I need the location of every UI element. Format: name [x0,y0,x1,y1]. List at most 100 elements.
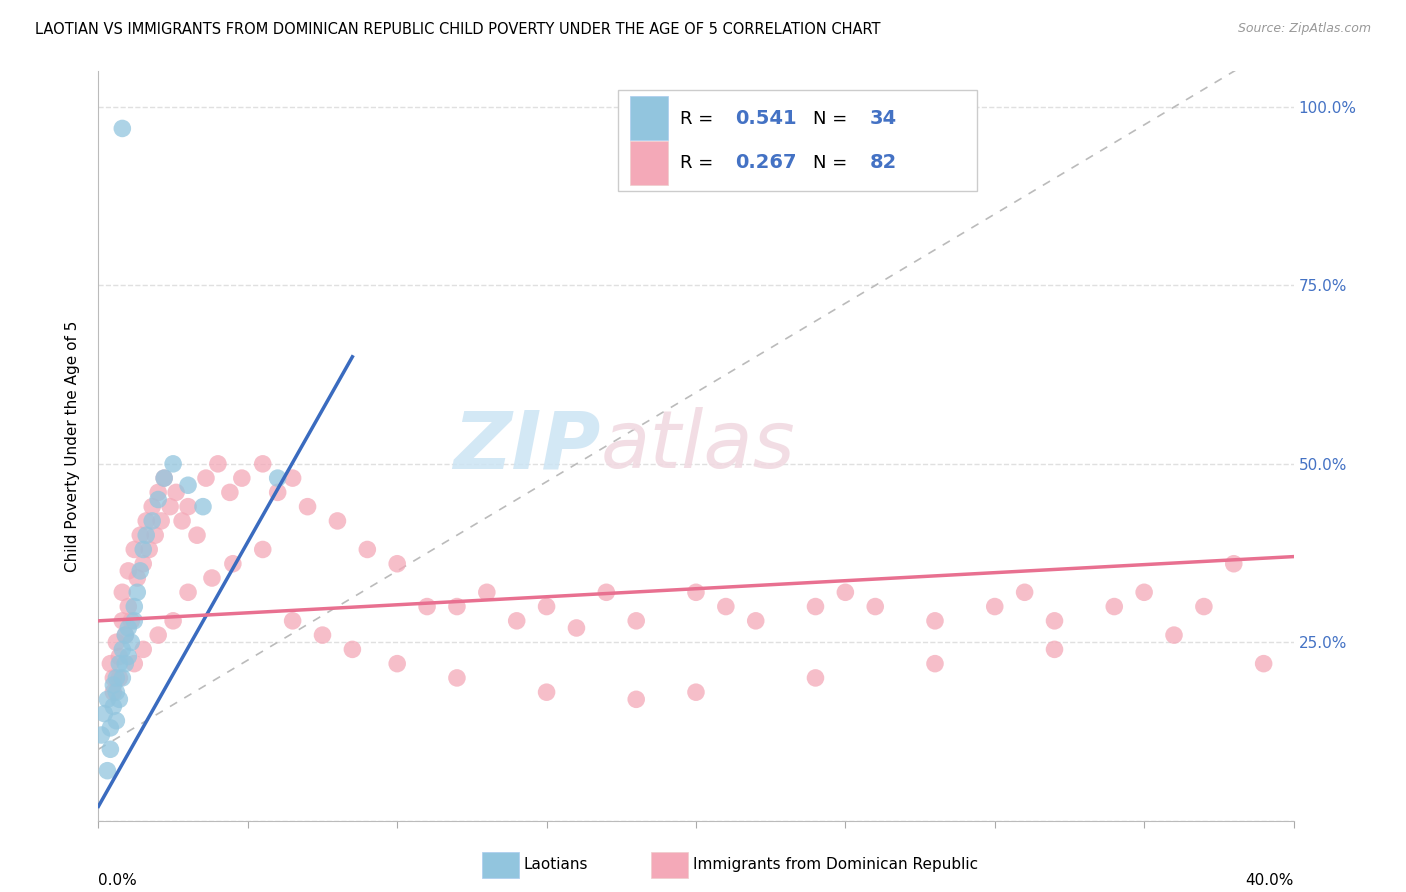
Point [536,599,558,614]
Point [117,621,139,635]
Point [111,585,134,599]
Point [326,514,349,528]
Point [685,585,707,599]
Point [108,671,131,685]
Point [1014,585,1036,599]
Point [108,657,131,671]
Point [162,457,184,471]
Text: N =: N = [813,110,853,128]
Point [105,685,128,699]
Text: R =: R = [681,110,720,128]
Point [356,542,378,557]
Text: ZIP: ZIP [453,407,600,485]
Point [1223,557,1246,571]
Point [311,628,333,642]
Point [117,564,139,578]
Text: 0.541: 0.541 [735,109,797,128]
Point [103,685,125,699]
Point [124,542,146,557]
Text: 40.0%: 40.0% [1246,873,1294,888]
Point [159,500,181,514]
Point [135,528,157,542]
Point [150,514,173,528]
Point [984,599,1007,614]
Point [129,528,152,542]
Point [153,471,176,485]
Text: R =: R = [681,153,720,172]
Point [132,542,155,557]
Point [114,628,136,642]
Point [141,514,163,528]
Point [924,657,946,671]
Point [446,599,468,614]
Point [219,485,242,500]
Point [281,471,304,485]
Point [103,678,125,692]
Point [124,614,146,628]
Point [111,614,134,628]
Text: 34: 34 [869,109,897,128]
Point [506,614,529,628]
Point [1043,642,1066,657]
Point [201,571,224,585]
Point [96,764,118,778]
Point [1163,628,1185,642]
Point [98,657,122,671]
Point [103,699,125,714]
Point [186,528,208,542]
Point [111,121,134,136]
Point [98,742,122,756]
Point [141,500,163,514]
Point [117,649,139,664]
Point [1104,599,1126,614]
Point [177,478,200,492]
Point [252,542,274,557]
Point [105,714,128,728]
Point [124,599,146,614]
Point [924,614,946,628]
Point [148,492,170,507]
Point [207,457,229,471]
Point [804,599,827,614]
Point [804,671,827,685]
Text: 0.267: 0.267 [735,153,797,172]
Point [385,657,409,671]
Point [93,706,115,721]
Point [114,657,136,671]
Point [129,564,152,578]
Point [132,642,155,657]
FancyBboxPatch shape [630,96,668,140]
Point [138,542,160,557]
Point [105,671,128,685]
Point [111,671,134,685]
Point [536,685,558,699]
Point [626,692,648,706]
Point [267,485,290,500]
Point [1192,599,1215,614]
Point [231,471,253,485]
Point [172,514,194,528]
Point [177,500,200,514]
Point [108,649,131,664]
Point [745,614,768,628]
Point [114,628,136,642]
Point [127,571,149,585]
Point [165,485,187,500]
Point [565,621,588,635]
Text: N =: N = [813,153,853,172]
Point [1133,585,1156,599]
Point [281,614,304,628]
Point [1043,614,1066,628]
Point [124,657,146,671]
Point [342,642,364,657]
Point [416,599,439,614]
Text: 82: 82 [869,153,897,172]
Point [120,635,142,649]
Point [90,728,112,742]
Text: 0.0%: 0.0% [98,873,138,888]
Point [177,585,200,599]
Point [120,614,142,628]
Point [195,471,218,485]
FancyBboxPatch shape [619,90,977,191]
Text: Source: ZipAtlas.com: Source: ZipAtlas.com [1237,22,1371,36]
